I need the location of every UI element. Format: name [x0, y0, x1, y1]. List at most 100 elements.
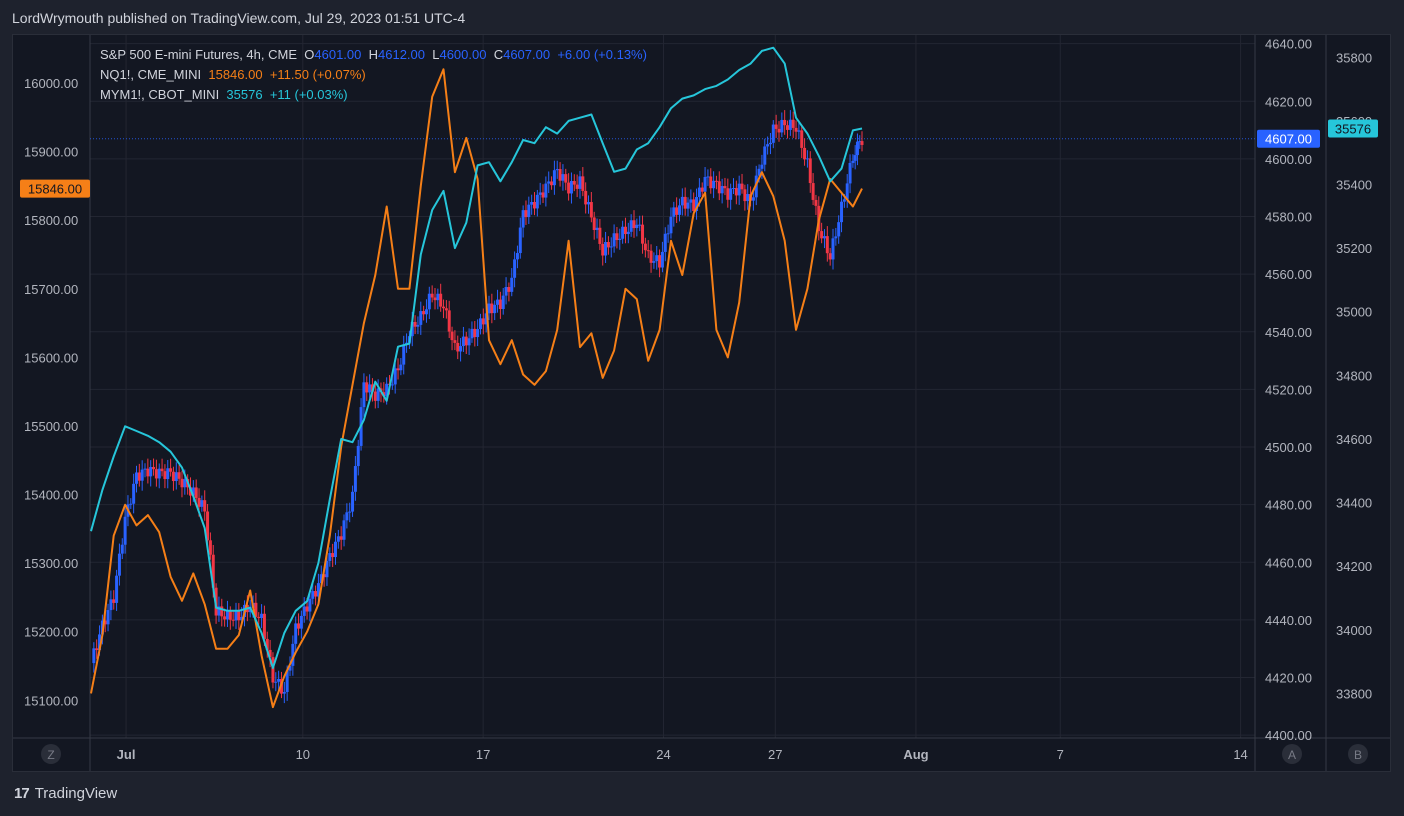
es-candle: [444, 308, 448, 311]
es-candle: [513, 259, 517, 278]
es-candle: [623, 226, 627, 235]
time-axis-tick-label: 7: [1057, 747, 1064, 762]
es-candle: [473, 328, 477, 338]
es-candle: [203, 500, 207, 512]
es-candle: [558, 169, 562, 181]
es-candle: [282, 691, 286, 694]
legend-row-es[interactable]: S&P 500 E-mini Futures, 4h, CME O4601.00…: [100, 45, 647, 65]
es-candle: [254, 602, 258, 617]
es-axis-tick-label: 4580.00: [1265, 210, 1312, 225]
es-candle: [166, 468, 170, 480]
es-candle: [496, 299, 500, 305]
es-candle: [547, 181, 551, 184]
es-candle: [294, 623, 298, 644]
zoom-button: Z: [47, 748, 54, 762]
es-candle: [109, 599, 113, 611]
es-candle: [220, 606, 224, 617]
es-candle: [592, 217, 596, 230]
es-candle: [677, 205, 681, 215]
es-candle: [305, 606, 309, 612]
es-candle: [95, 648, 99, 651]
es-candle: [729, 188, 733, 200]
es-candle: [399, 364, 403, 371]
es-candle: [842, 199, 846, 202]
mym-axis-tick-label: 34200: [1336, 559, 1372, 574]
mym-axis-tick-label: 33800: [1336, 686, 1372, 701]
es-candle: [328, 553, 332, 561]
es-candle: [211, 554, 215, 588]
es-candle: [831, 238, 835, 260]
es-candle: [342, 520, 346, 540]
es-candle: [853, 155, 857, 161]
left-axis-tick-label: 15300.00: [24, 556, 78, 571]
es-candle: [240, 616, 244, 621]
es-candle: [845, 183, 849, 200]
es-candle: [595, 227, 599, 230]
es-candle: [314, 591, 318, 597]
es-candle: [858, 141, 862, 143]
nq-price-badge: 15846.00: [28, 182, 82, 197]
es-candle: [504, 287, 508, 296]
legend-row-mym[interactable]: MYM1!, CBOT_MINI 35576 +11 (+0.03%): [100, 85, 647, 105]
es-candle: [157, 468, 161, 479]
es-candle: [470, 328, 474, 339]
es-candle: [336, 536, 340, 542]
es-candle: [461, 336, 465, 347]
es-candle: [385, 383, 389, 397]
es-candle: [197, 497, 201, 507]
es-candle: [234, 610, 238, 621]
es-candle: [649, 250, 653, 263]
es-candle: [768, 142, 772, 145]
es-candle: [737, 183, 741, 196]
es-candle: [635, 224, 639, 229]
es-candle: [703, 177, 707, 192]
es-candle: [288, 665, 292, 671]
es-candle: [609, 246, 613, 248]
es-candle: [260, 613, 264, 619]
es-candle: [450, 331, 454, 341]
legend-nq-name: NQ1!, CME_MINI: [100, 67, 202, 82]
es-candle: [103, 620, 107, 625]
chart-frame[interactable]: [12, 34, 1391, 772]
es-candle: [618, 238, 622, 241]
es-candle: [780, 119, 784, 133]
es-candle: [333, 541, 337, 558]
es-candle: [584, 190, 588, 205]
left-axis-tick-label: 15600.00: [24, 350, 78, 365]
es-candle: [638, 224, 642, 226]
es-candle: [714, 180, 718, 182]
es-axis-tick-label: 4520.00: [1265, 382, 1312, 397]
time-axis-tick-label: 17: [476, 747, 490, 762]
es-candle: [746, 194, 750, 202]
es-candle: [663, 233, 667, 252]
es-candle: [134, 472, 138, 484]
legend-row-nq[interactable]: NQ1!, CME_MINI 15846.00 +11.50 (+0.07%): [100, 65, 647, 85]
legend-es-change: +6.00 (+0.13%): [557, 47, 647, 62]
es-candle: [717, 181, 721, 194]
tradingview-logo-icon: 17: [14, 785, 30, 802]
es-candle: [174, 472, 178, 482]
es-candle: [331, 553, 335, 558]
es-axis-tick-label: 4560.00: [1265, 267, 1312, 282]
es-price-badge-bg: [1257, 129, 1320, 148]
es-candle: [459, 346, 463, 352]
es-candle: [760, 164, 764, 169]
es-axis-tick-label: 4500.00: [1265, 440, 1312, 455]
time-axis-tick-label: 24: [656, 747, 670, 762]
mym-price-badge: 35576: [1335, 122, 1371, 137]
auto-scale-button-bg[interactable]: [1282, 744, 1302, 764]
mym-series-line: [90, 46, 863, 669]
left-axis-tick-label: 15700.00: [24, 282, 78, 297]
es-candle: [518, 227, 522, 254]
es-candle: [169, 468, 173, 472]
zoom-button-bg[interactable]: [41, 744, 61, 764]
time-axis-tick-label: Jul: [117, 747, 136, 762]
es-candle: [137, 472, 141, 481]
mym-axis-tick-label: 35200: [1336, 241, 1372, 256]
es-candle: [149, 466, 153, 477]
es-candle: [720, 186, 724, 194]
es-candle: [581, 176, 585, 191]
es-candle: [763, 146, 767, 165]
scale-b-button-bg[interactable]: [1348, 744, 1368, 764]
